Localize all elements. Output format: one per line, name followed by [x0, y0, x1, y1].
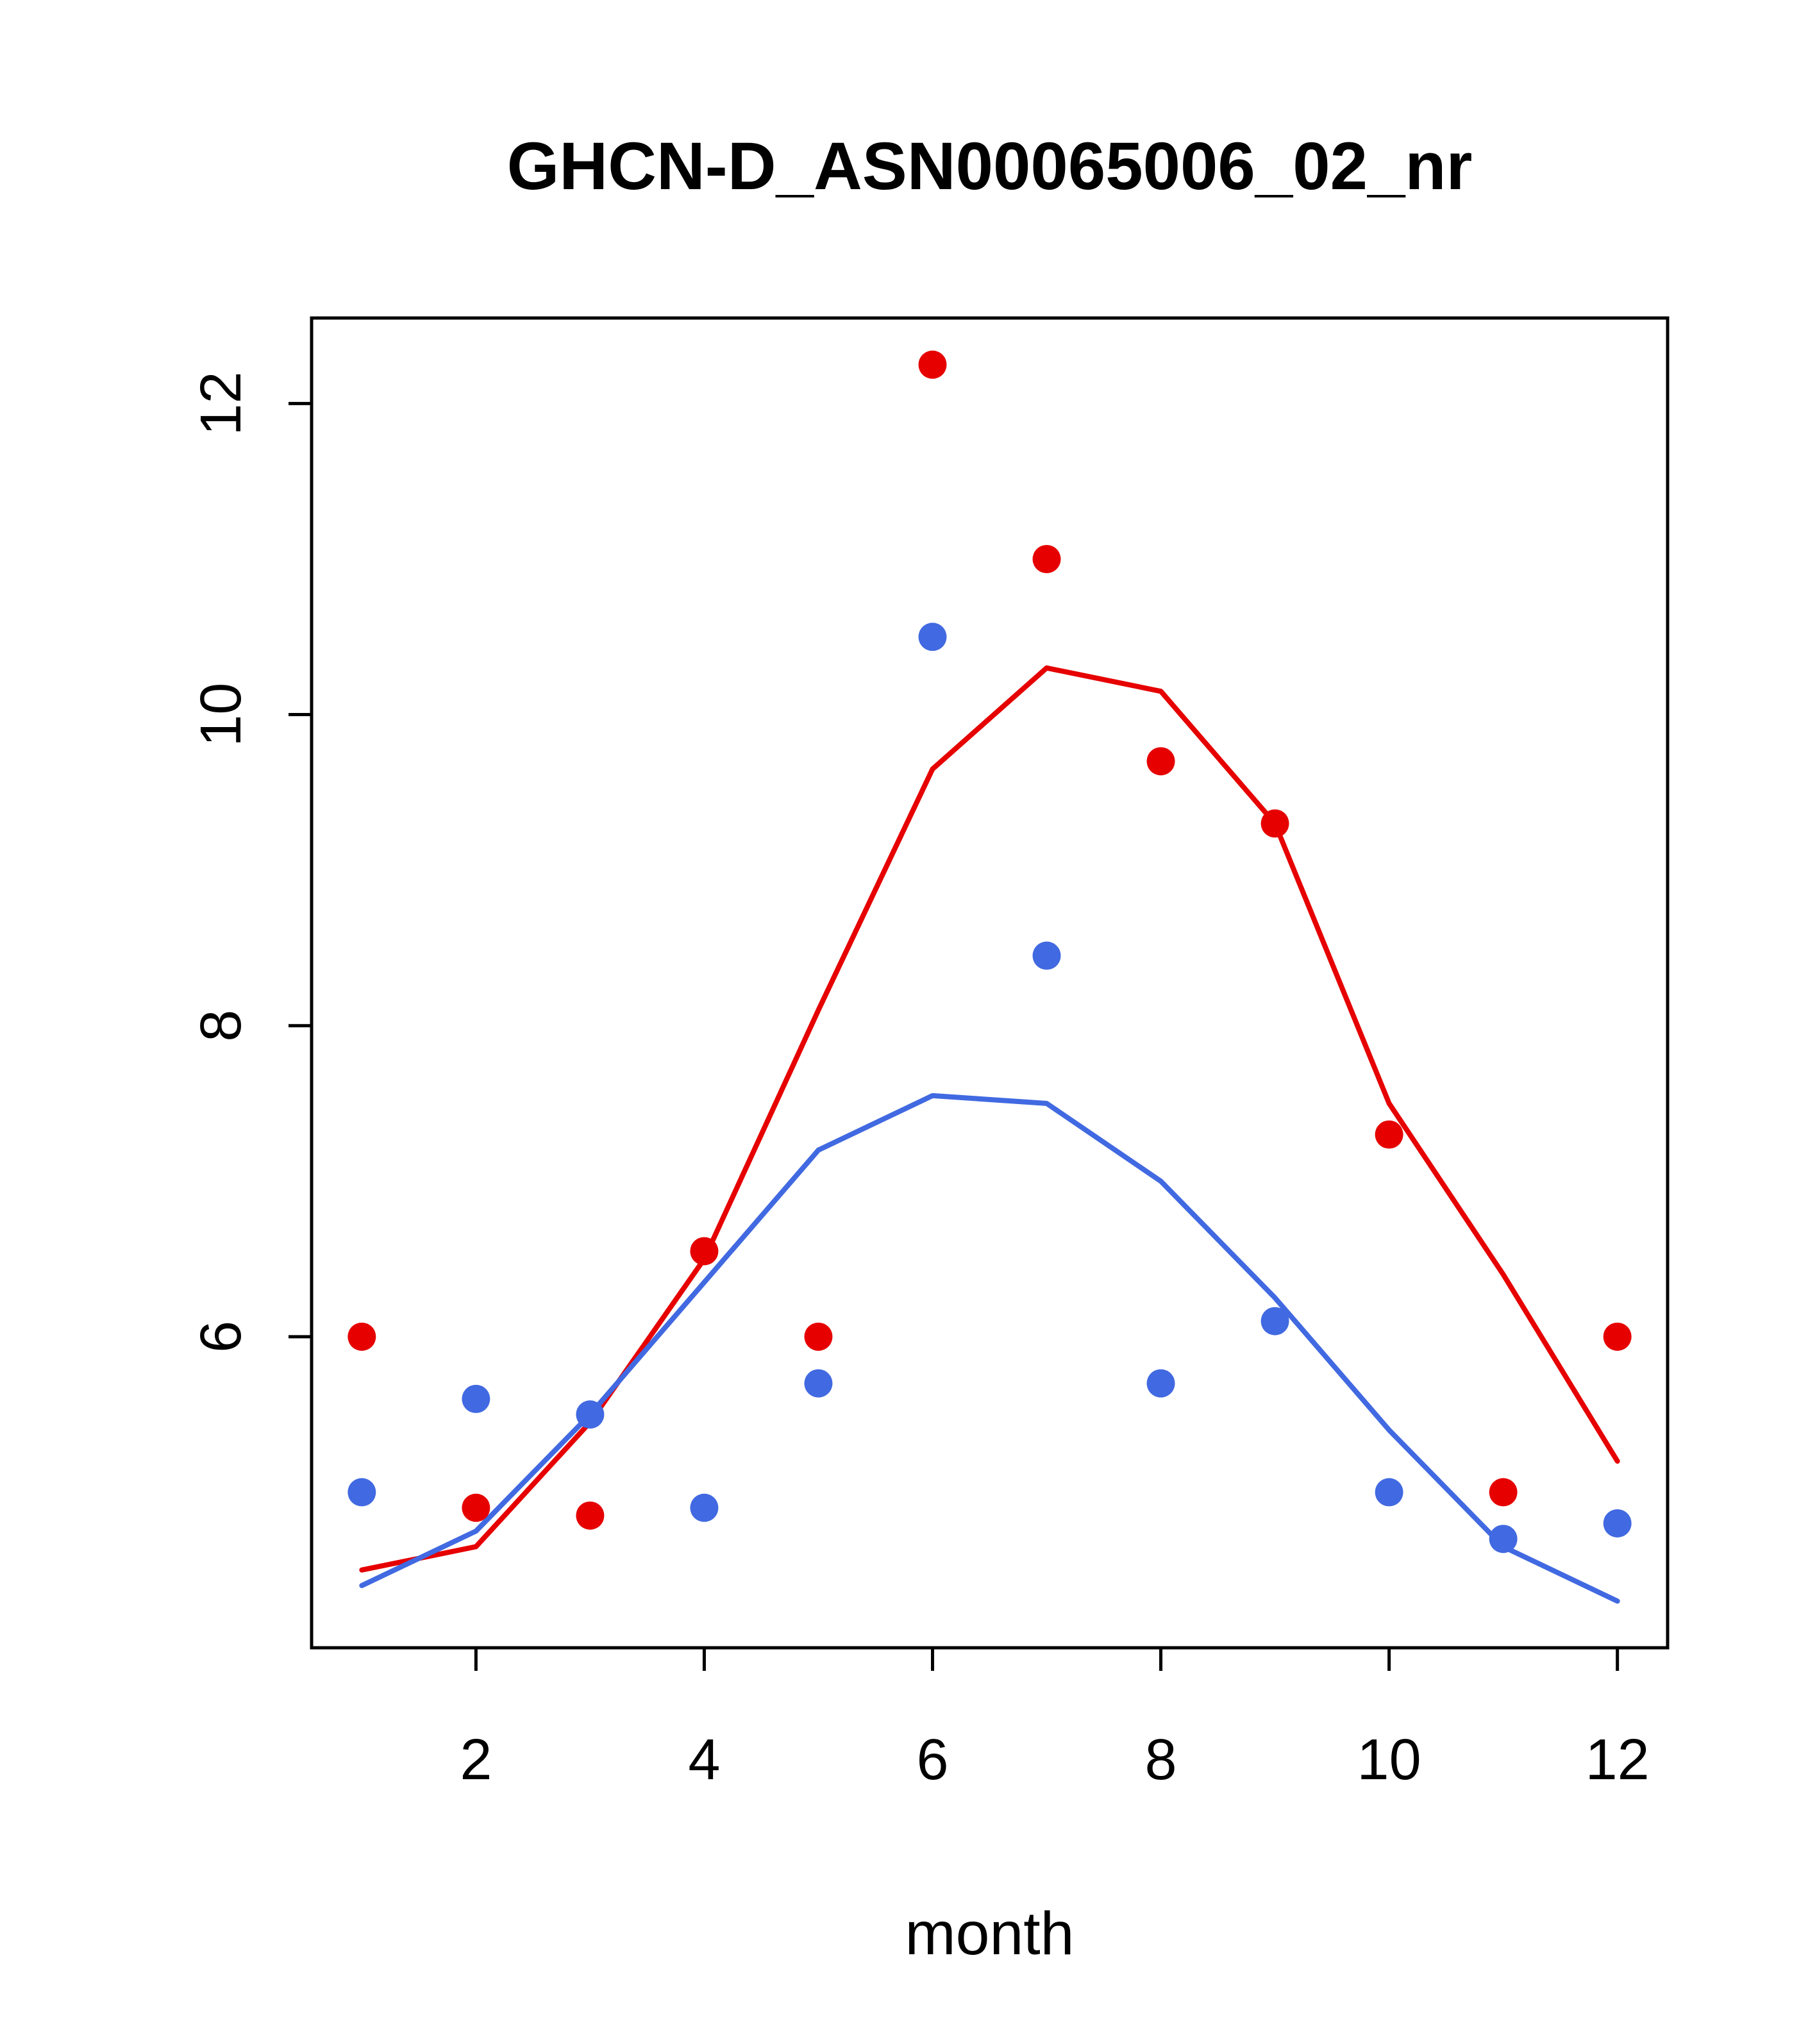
x-tick-label: 4 — [688, 1728, 720, 1792]
plot-box — [310, 316, 1670, 1650]
blue-points-point — [576, 1400, 605, 1429]
blue-points-point — [1375, 1478, 1403, 1507]
blue-points-point — [1489, 1525, 1518, 1554]
red-line — [359, 665, 1620, 1573]
y-tick-label: 8 — [189, 1010, 253, 1042]
blue-points-point — [1603, 1509, 1632, 1537]
x-tick-label: 12 — [1586, 1728, 1650, 1792]
red-points-point — [347, 1322, 376, 1351]
red-points-point — [576, 1501, 605, 1530]
blue-points-point — [918, 623, 947, 651]
red-points-point — [1032, 544, 1061, 573]
chart-title: GHCN-D_ASN00065006_02_nr — [507, 129, 1473, 204]
x-axis-label: month — [905, 1900, 1075, 1968]
blue-line — [359, 1093, 1620, 1604]
blue-points-point — [1260, 1307, 1289, 1336]
red-points-point — [462, 1493, 490, 1522]
y-tick-label: 10 — [189, 683, 253, 747]
red-points-point — [1375, 1120, 1403, 1149]
x-tick-label: 8 — [1145, 1728, 1177, 1792]
red-points-point — [690, 1237, 719, 1266]
red-points-point — [1260, 809, 1289, 838]
red-points-point — [1489, 1478, 1518, 1507]
red-points-point — [1603, 1322, 1632, 1351]
red-points-point — [804, 1322, 833, 1351]
blue-points-point — [462, 1384, 490, 1413]
y-tick-label: 12 — [189, 371, 253, 435]
blue-points-point — [1146, 1369, 1175, 1398]
red-points-point — [1146, 747, 1175, 776]
blue-points-point — [690, 1493, 719, 1522]
blue-points-point — [1032, 941, 1061, 970]
x-tick-label: 6 — [916, 1728, 948, 1792]
x-tick-label: 10 — [1357, 1728, 1421, 1792]
red-points-point — [918, 350, 947, 379]
blue-points-point — [347, 1478, 376, 1507]
y-tick-label: 6 — [189, 1321, 253, 1353]
x-tick-label: 2 — [460, 1728, 492, 1792]
blue-points-point — [804, 1369, 833, 1398]
